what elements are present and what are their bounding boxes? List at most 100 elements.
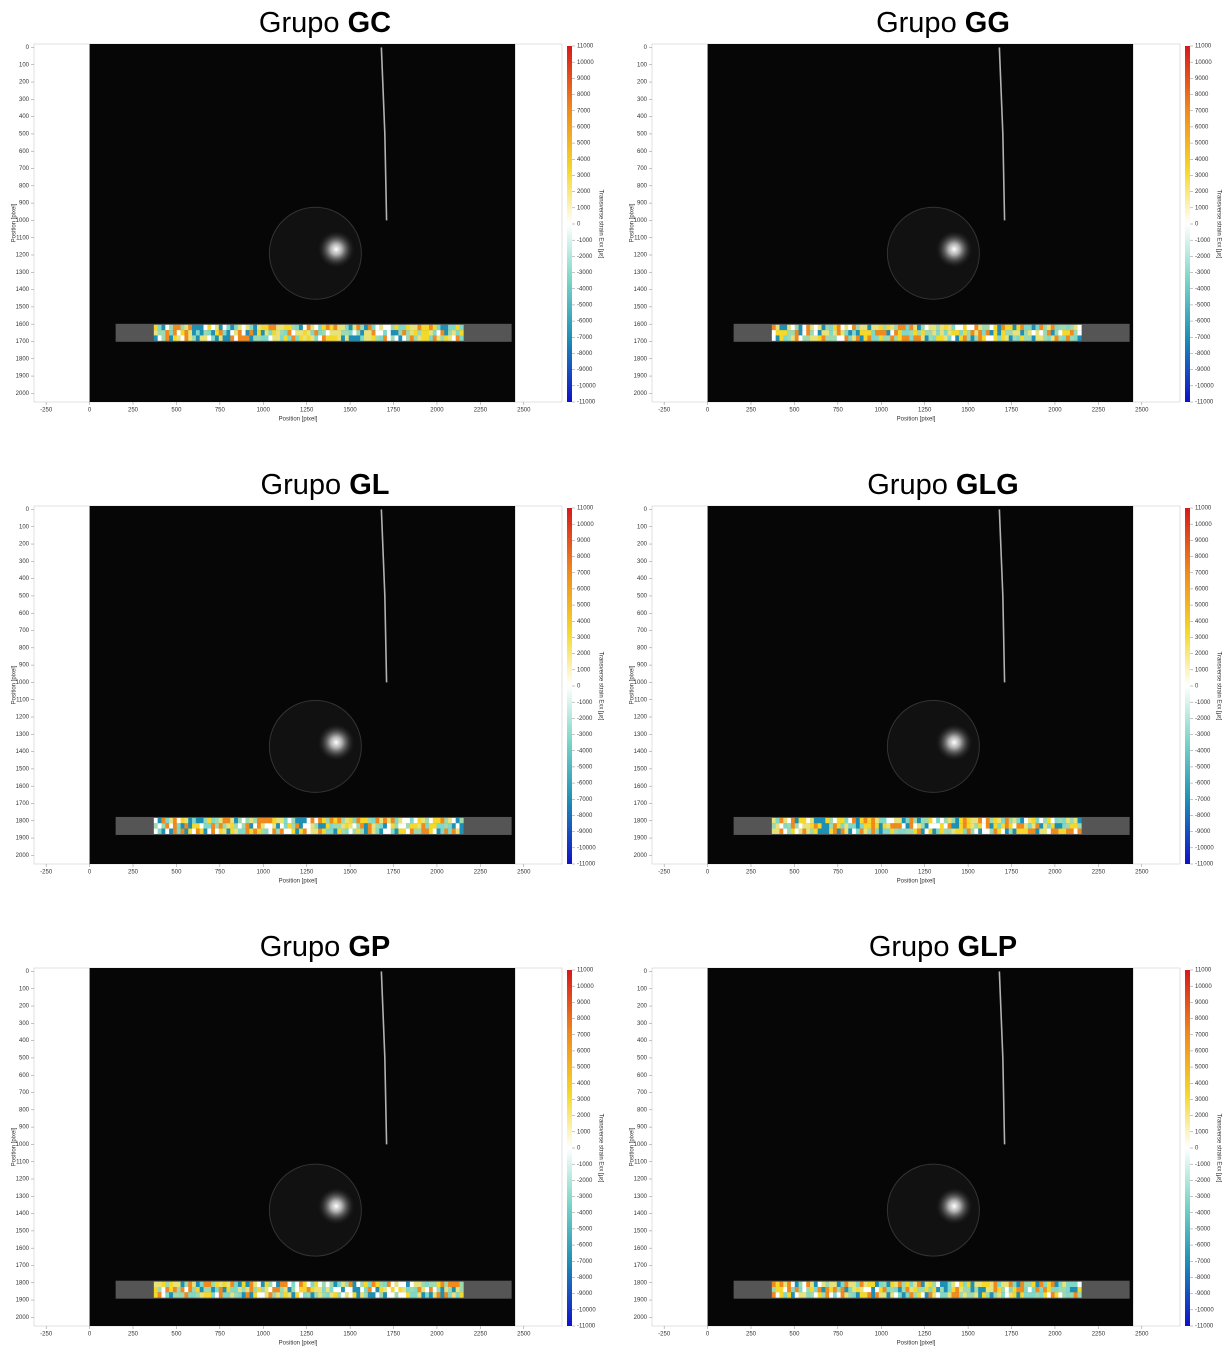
strain-patch (890, 1281, 895, 1288)
strain-patch (176, 828, 181, 834)
strain-patch (840, 817, 845, 824)
x-tick-label: 500 (171, 408, 182, 414)
strain-patch (241, 817, 246, 824)
colorbar-tick-label: 7000 (577, 570, 591, 576)
strain-patch (276, 1281, 281, 1288)
colorbar-tick-label: -11000 (577, 1324, 596, 1330)
strain-patch (936, 828, 941, 834)
strain-patch (165, 335, 170, 341)
y-tick-label: 0 (644, 45, 648, 51)
y-tick-label: 700 (19, 166, 30, 172)
strain-patch (306, 823, 311, 829)
strain-patch (348, 817, 353, 824)
strain-patch (829, 823, 834, 829)
strain-patch (157, 1286, 162, 1293)
strain-patch (1001, 817, 1006, 824)
strain-patch (810, 1281, 815, 1288)
colorbar-tick-label: -10000 (1195, 845, 1214, 851)
strain-patch (783, 828, 788, 834)
y-tick-label: 1500 (634, 304, 648, 310)
strain-patch (901, 823, 906, 829)
strain-patch (199, 1292, 204, 1298)
colorbar-tick-label: -4000 (577, 748, 593, 754)
strain-patch (886, 335, 891, 341)
strain-patch (421, 335, 426, 341)
strain-patch (341, 324, 346, 331)
strain-patch (344, 330, 350, 336)
strain-patch (798, 1281, 803, 1288)
x-tick-label: 1750 (387, 1332, 401, 1338)
strain-patch (821, 1281, 826, 1288)
title-prefix: Grupo (261, 469, 350, 501)
strain-patch (184, 1292, 189, 1298)
colorbar-tick-label: 4000 (577, 157, 591, 163)
strain-patch (287, 823, 292, 829)
strain-patch (962, 330, 968, 336)
strain-patch (207, 335, 212, 341)
strain-patch (432, 828, 437, 834)
strain-patch (1008, 1281, 1013, 1288)
colorbar-tick-label: 0 (1195, 684, 1199, 690)
y-tick-label: 1300 (634, 270, 648, 276)
x-tick-label: 0 (706, 870, 710, 876)
strain-patch (871, 823, 876, 829)
colorbar-tick-label: -3000 (577, 1194, 593, 1200)
colorbar-tick-label: -4000 (577, 286, 593, 292)
strain-patch (825, 330, 830, 336)
strain-patch (291, 817, 296, 824)
strain-patch (1004, 828, 1010, 834)
strain-patch (203, 823, 208, 829)
strain-patch (409, 823, 414, 829)
strain-patch (321, 1292, 327, 1298)
colorbar-tick-label: -7000 (1195, 797, 1211, 803)
strain-patch (859, 1281, 864, 1288)
strain-patch (1035, 1281, 1040, 1288)
title-prefix: Grupo (869, 931, 958, 963)
x-tick-label: 250 (128, 870, 139, 876)
strain-patch (920, 1281, 925, 1288)
x-tick-label: 1500 (343, 408, 357, 414)
strain-patch (1046, 1292, 1052, 1298)
colorbar-tick-label: -5000 (1195, 1226, 1211, 1232)
strain-patch (432, 335, 437, 341)
strain-patch (440, 1286, 445, 1293)
colorbar-tick-label: 7000 (1195, 108, 1209, 114)
strain-patch (936, 330, 941, 336)
strain-patch (222, 823, 227, 829)
strain-patch (836, 1281, 841, 1288)
strain-patch (211, 823, 216, 829)
strain-patch (341, 335, 346, 341)
strain-patch (955, 823, 960, 829)
strain-patch (989, 1281, 994, 1288)
strain-patch (959, 823, 964, 829)
colorbar-tick-label: -6000 (577, 319, 593, 325)
strain-patch (951, 335, 956, 341)
strain-patch (203, 335, 208, 341)
y-tick-label: 1900 (16, 1298, 30, 1304)
strain-patch (878, 817, 883, 824)
x-tick-label: -250 (40, 408, 53, 414)
strain-patch (425, 828, 430, 834)
y-tick-label: 1200 (16, 715, 30, 721)
strain-patch (199, 335, 204, 341)
strain-patch (214, 1281, 220, 1288)
strain-patch (287, 828, 292, 834)
strain-patch (417, 335, 422, 341)
strain-patch (214, 335, 220, 341)
strain-patch (348, 1286, 353, 1293)
strain-patch (157, 817, 162, 824)
strain-patch (180, 335, 185, 341)
strain-patch (356, 1281, 361, 1288)
strain-patch (817, 330, 822, 336)
strain-patch (421, 823, 426, 829)
strain-patch (779, 335, 784, 341)
strain-patch (386, 1281, 392, 1288)
strain-patch (360, 817, 365, 824)
strain-patch (875, 828, 880, 834)
y-tick-label: 800 (637, 645, 648, 651)
strain-patch (364, 335, 369, 341)
colorbar-tick-label: 10000 (1195, 522, 1212, 528)
strain-patch (924, 1286, 929, 1293)
strain-patch (245, 817, 250, 824)
y-tick-label: 1500 (16, 304, 30, 310)
